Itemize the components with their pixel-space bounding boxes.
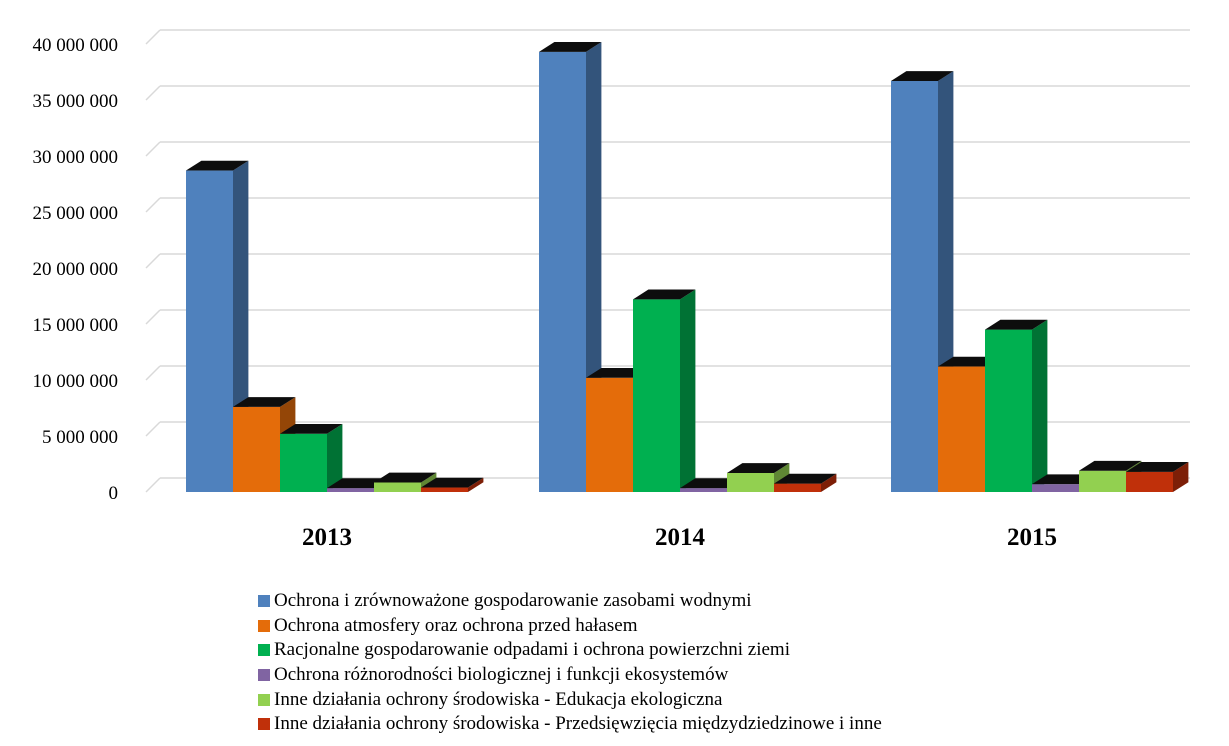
- y-tick-label: 25 000 000: [33, 203, 119, 224]
- legend: Ochrona i zrównoważone gospodarowanie za…: [258, 589, 1218, 737]
- legend-swatch: [258, 693, 270, 706]
- gridline-diagonal: [145, 29, 161, 45]
- bar-top: [233, 397, 296, 407]
- bar-top: [727, 463, 790, 473]
- bar-front: [233, 406, 280, 492]
- bar-side: [821, 473, 837, 492]
- bar: [280, 423, 343, 492]
- bar: [633, 289, 696, 492]
- bar-top: [186, 160, 249, 171]
- bar: [985, 319, 1048, 492]
- bar: [774, 473, 837, 492]
- y-tick-label: 40 000 000: [33, 35, 119, 56]
- bar-front: [586, 377, 633, 492]
- bar-top: [1079, 460, 1142, 471]
- bar-top: [1126, 462, 1189, 472]
- legend-label: Inne działania ochrony środowiska - Prze…: [274, 713, 882, 735]
- legend-swatch: [258, 718, 270, 731]
- gridline-diagonal: [145, 85, 161, 101]
- legend-label: Racjonalne gospodarowanie odpadami i och…: [274, 639, 790, 661]
- legend-swatch: [258, 595, 270, 608]
- y-tick-label: 0: [109, 483, 119, 504]
- bar-front: [1126, 471, 1173, 492]
- bar: [421, 477, 484, 492]
- bars: [186, 42, 1189, 493]
- bar-top: [539, 42, 602, 52]
- bar-front: [727, 472, 774, 492]
- legend-swatch: [258, 669, 270, 682]
- bar-side: [468, 477, 484, 492]
- bar-front: [774, 483, 821, 492]
- bar-top: [633, 289, 696, 300]
- gridline-diagonal: [145, 141, 161, 157]
- legend-item: Inne działania ochrony środowiska - Prze…: [258, 712, 1218, 737]
- bar-top: [985, 319, 1048, 330]
- bar-top: [891, 71, 954, 81]
- y-tick-label: 5 000 000: [42, 427, 118, 448]
- y-tick-label: 10 000 000: [33, 371, 119, 392]
- bar-side: [1032, 319, 1048, 492]
- bar-top: [938, 356, 1001, 367]
- legend-swatch: [258, 644, 270, 657]
- gridline-diagonal: [145, 477, 161, 493]
- legend-swatch: [258, 619, 270, 632]
- bar-front: [680, 488, 727, 492]
- bar-side: [680, 289, 696, 492]
- bar-top: [586, 367, 649, 378]
- legend-item: Ochrona i zrównoważone gospodarowanie za…: [258, 589, 1218, 614]
- bar-side: [1173, 462, 1189, 492]
- bar-front: [186, 170, 233, 492]
- bar-front: [1032, 484, 1079, 492]
- y-axis: 0 5 000 000 10 000 000 15 000 000 20 000 000…: [33, 35, 119, 504]
- bar-top: [421, 477, 484, 488]
- x-category-label: 2013: [302, 524, 352, 551]
- bar-front: [280, 433, 327, 492]
- y-tick-label: 30 000 000: [33, 147, 119, 168]
- bar-side: [327, 423, 343, 492]
- legend-label: Ochrona różnorodności biologicznej i fun…: [274, 664, 729, 686]
- legend-label: Inne działania ochrony środowiska - Eduk…: [274, 688, 723, 710]
- bar-front: [327, 488, 374, 492]
- bar-front: [985, 329, 1032, 492]
- gridline-diagonal: [145, 253, 161, 269]
- gridline-diagonal: [145, 309, 161, 325]
- bar-front: [891, 80, 938, 493]
- bar-front: [1079, 470, 1126, 492]
- gridline-diagonal: [145, 365, 161, 381]
- bar-front: [539, 51, 586, 493]
- bar: [186, 160, 249, 492]
- y-tick-label: 35 000 000: [33, 91, 119, 112]
- legend-label: Ochrona i zrównoważone gospodarowanie za…: [274, 590, 752, 612]
- x-axis: 2013 2014 2015: [302, 524, 1057, 551]
- gridline-diagonal: [145, 421, 161, 437]
- legend-item: Ochrona atmosfery oraz ochrona przed hał…: [258, 614, 1218, 639]
- bar-top: [774, 473, 837, 484]
- bar-top: [280, 423, 343, 434]
- bar-top: [374, 472, 437, 483]
- x-category-label: 2015: [1007, 524, 1057, 551]
- legend-label: Ochrona atmosfery oraz ochrona przed hał…: [274, 614, 638, 636]
- legend-item: Inne działania ochrony środowiska - Eduk…: [258, 687, 1218, 712]
- y-tick-label: 20 000 000: [33, 259, 119, 280]
- bar-top: [1032, 474, 1095, 485]
- x-category-label: 2014: [655, 524, 706, 551]
- bar-front: [633, 299, 680, 492]
- bar-front: [421, 487, 468, 492]
- bar-front: [374, 482, 421, 492]
- y-tick-label: 15 000 000: [33, 315, 119, 336]
- gridline-diagonal: [145, 197, 161, 213]
- legend-item: Racjonalne gospodarowanie odpadami i och…: [258, 638, 1218, 663]
- bar-top: [327, 478, 390, 489]
- bar-front: [938, 366, 985, 492]
- legend-item: Ochrona różnorodności biologicznej i fun…: [258, 663, 1218, 688]
- bar: [1126, 462, 1189, 492]
- bar-top: [680, 478, 743, 489]
